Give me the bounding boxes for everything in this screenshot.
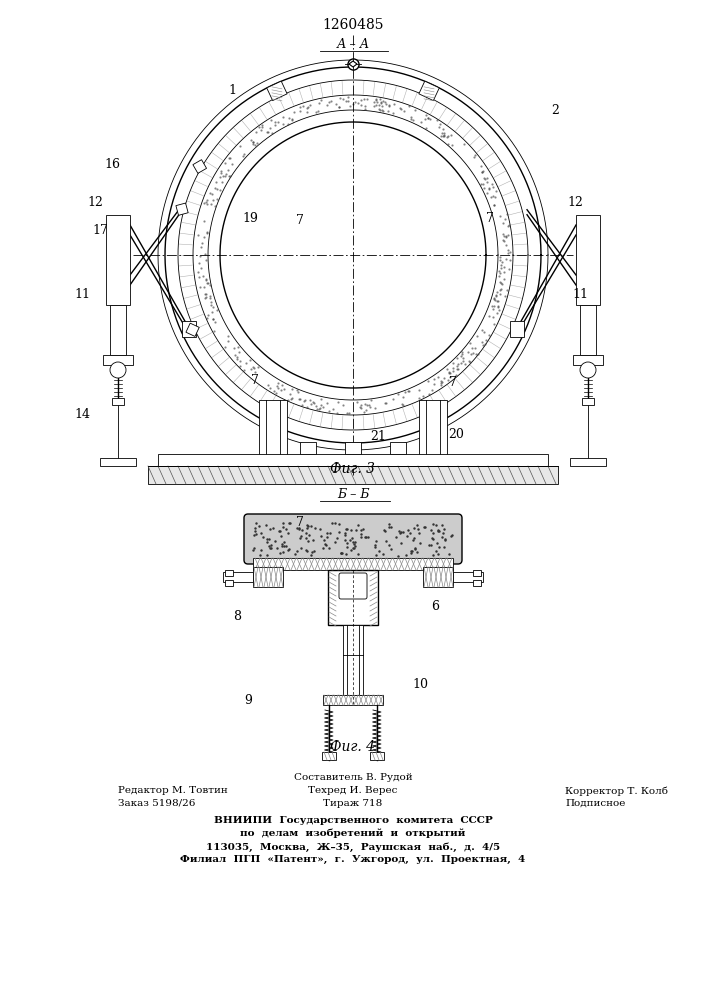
Bar xyxy=(419,81,439,101)
Text: Б – Б: Б – Б xyxy=(337,488,369,501)
Text: Техред И. Верес: Техред И. Верес xyxy=(308,786,397,795)
Text: Тираж 718: Тираж 718 xyxy=(323,799,382,808)
Bar xyxy=(112,398,124,405)
Text: 8: 8 xyxy=(233,610,241,624)
Bar xyxy=(423,567,453,587)
Circle shape xyxy=(580,362,596,378)
Bar xyxy=(322,752,336,760)
Text: 7: 7 xyxy=(296,214,304,227)
Text: 1260485: 1260485 xyxy=(322,18,384,32)
Bar xyxy=(343,625,363,695)
Text: Подписное: Подписное xyxy=(565,799,626,808)
Bar xyxy=(182,321,197,337)
Text: 14: 14 xyxy=(74,408,90,422)
Text: 7: 7 xyxy=(449,376,457,389)
Text: 6: 6 xyxy=(431,599,439,612)
Text: А – А: А – А xyxy=(337,38,370,51)
Bar xyxy=(323,695,383,705)
Text: 16: 16 xyxy=(104,158,120,172)
Bar xyxy=(158,454,548,466)
Text: 11: 11 xyxy=(572,288,588,302)
Text: Составитель В. Рудой: Составитель В. Рудой xyxy=(293,773,412,782)
Bar xyxy=(103,355,133,365)
Text: 11: 11 xyxy=(74,288,90,302)
Bar xyxy=(582,398,594,405)
Bar xyxy=(223,572,253,582)
Bar xyxy=(193,160,206,173)
Bar xyxy=(253,558,453,570)
Bar xyxy=(225,570,233,576)
Text: 12: 12 xyxy=(567,196,583,210)
Text: Редактор М. Товтин: Редактор М. Товтин xyxy=(118,786,228,795)
Bar xyxy=(576,215,600,305)
Text: 17: 17 xyxy=(92,224,108,236)
Bar xyxy=(148,466,558,484)
Bar xyxy=(473,580,481,586)
Bar xyxy=(510,321,524,337)
Bar xyxy=(100,458,136,466)
Text: ВНИИПИ  Государственного  комитета  СССР: ВНИИПИ Государственного комитета СССР xyxy=(214,816,492,825)
Text: Филиал  ПГП  «Патент»,  г.  Ужгород,  ул.  Проектная,  4: Филиал ПГП «Патент», г. Ужгород, ул. Про… xyxy=(180,855,525,864)
Bar xyxy=(300,442,316,454)
Text: 7: 7 xyxy=(251,373,259,386)
Circle shape xyxy=(110,362,126,378)
FancyBboxPatch shape xyxy=(339,573,367,599)
Bar xyxy=(345,442,361,454)
Bar xyxy=(106,215,130,305)
Text: Фиг. 4: Фиг. 4 xyxy=(330,740,375,754)
Text: 1: 1 xyxy=(228,84,236,97)
Text: Фиг. 3: Фиг. 3 xyxy=(330,462,375,476)
Bar xyxy=(225,580,233,586)
Bar xyxy=(328,570,378,625)
Bar xyxy=(580,305,596,355)
Text: 21: 21 xyxy=(370,430,386,444)
Text: по  делам  изобретений  и  открытий: по делам изобретений и открытий xyxy=(240,829,466,838)
Text: Корректор Т. Колб: Корректор Т. Колб xyxy=(565,786,668,796)
Text: Заказ 5198/26: Заказ 5198/26 xyxy=(118,799,195,808)
Text: 113035,  Москва,  Ж–35,  Раушская  наб.,  д.  4/5: 113035, Москва, Ж–35, Раушская наб., д. … xyxy=(206,842,500,852)
Bar xyxy=(370,752,384,760)
Text: 7: 7 xyxy=(486,212,494,225)
Bar xyxy=(267,81,287,101)
Bar xyxy=(453,572,483,582)
Text: 10: 10 xyxy=(412,678,428,692)
Bar xyxy=(473,570,481,576)
Text: 12: 12 xyxy=(87,196,103,210)
Bar xyxy=(176,203,188,215)
Bar xyxy=(419,400,447,458)
Text: 9: 9 xyxy=(244,694,252,706)
Bar xyxy=(259,400,287,458)
Bar xyxy=(110,305,126,355)
Bar xyxy=(253,567,283,587)
Bar xyxy=(573,355,603,365)
Text: 7: 7 xyxy=(296,516,304,530)
Bar xyxy=(390,442,406,454)
Polygon shape xyxy=(349,61,357,67)
Bar xyxy=(186,323,199,336)
Text: 19: 19 xyxy=(242,212,258,225)
Bar xyxy=(570,458,606,466)
Text: 20: 20 xyxy=(448,428,464,442)
Text: 2: 2 xyxy=(551,104,559,116)
FancyBboxPatch shape xyxy=(244,514,462,564)
